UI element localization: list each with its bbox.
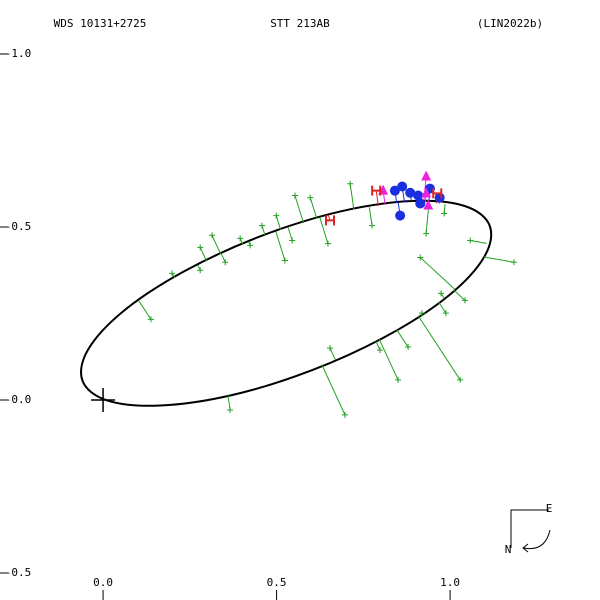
observation-plus: [438, 290, 445, 297]
residual-line: [438, 301, 447, 314]
observation-plus: [324, 240, 331, 247]
residual-line: [419, 257, 455, 290]
observation-plus: [209, 232, 216, 239]
observation-plus: [222, 259, 229, 266]
observation-plus: [417, 254, 424, 261]
residual-line: [199, 247, 207, 262]
compass-arrowhead: [522, 543, 529, 553]
y-tick-label: -0.0: [5, 393, 32, 406]
residual-line: [368, 207, 373, 226]
observation-plus: [237, 235, 244, 242]
residual-line: [329, 347, 336, 360]
residual-line: [375, 340, 381, 351]
observation-plus: [462, 297, 469, 304]
residual-line: [484, 256, 515, 263]
observation-plus: [273, 212, 280, 219]
observation-plus: [247, 242, 254, 249]
header-center: STT 213AB: [270, 17, 330, 30]
x-tick-label: 0.0: [93, 576, 113, 589]
observation-plus: [341, 411, 348, 418]
residual-line: [349, 183, 355, 210]
observation-triangle: [421, 187, 432, 198]
residual-line: [211, 235, 222, 255]
residual-line: [423, 176, 427, 203]
residual-line: [275, 215, 282, 231]
observation-plus: [347, 180, 354, 187]
observation-plus: [281, 257, 288, 264]
observation-plus: [441, 210, 448, 217]
x-tick-label: 0.5: [267, 576, 287, 589]
orbit: [80, 199, 493, 407]
compass-east: E: [546, 502, 553, 515]
observation-circle: [405, 187, 416, 198]
observation-plus: [291, 192, 298, 199]
observation-plus: [327, 345, 334, 352]
observation-plus: [369, 222, 376, 229]
residual-line: [396, 329, 409, 348]
observation-plus: [467, 237, 474, 244]
observation-plus: [395, 376, 402, 383]
compass-arms: [510, 509, 549, 548]
observation-h: [325, 215, 336, 226]
observation-plus: [307, 194, 314, 201]
observation-plus: [405, 344, 412, 351]
observation-plus: [418, 310, 425, 317]
y-tick-label: -0.5: [5, 220, 32, 233]
observation-triangle: [423, 199, 434, 210]
compass-north: N: [505, 543, 512, 556]
residual-line: [440, 293, 445, 299]
residual-line: [287, 227, 293, 241]
compass-arrow: [523, 529, 551, 550]
observation-circle: [413, 190, 424, 201]
observation-plus: [147, 316, 154, 323]
header-left: WDS 10131+2725: [54, 17, 147, 30]
observation-plus: [197, 244, 204, 251]
observation-plus: [169, 270, 176, 277]
observation-h: [432, 188, 443, 199]
observation-circle: [395, 210, 406, 221]
observation-plus: [197, 267, 204, 274]
residual-line: [294, 195, 304, 224]
header-right: (LIN2022b): [477, 17, 543, 30]
residual-line: [275, 231, 286, 261]
observation-plus: [457, 376, 464, 383]
x-tick-label: 1.0: [440, 576, 460, 589]
observation-circle: [397, 181, 408, 192]
observation-plus: [289, 237, 296, 244]
residual-line: [417, 315, 461, 381]
residual-line: [138, 300, 152, 320]
observation-plus: [259, 222, 266, 229]
observation-plus: [227, 407, 234, 414]
y-tick-label: -1.0: [5, 47, 32, 60]
residual-line: [321, 365, 346, 416]
observation-triangle: [421, 170, 432, 181]
residual-line: [309, 197, 318, 219]
residual-line: [319, 217, 329, 244]
compass: [510, 509, 551, 553]
observation-circle: [415, 198, 426, 209]
residual-line: [221, 253, 226, 263]
observation-plus: [376, 347, 383, 354]
observation-plus: [423, 230, 430, 237]
residual-line: [378, 339, 399, 381]
observation-plus: [442, 310, 449, 317]
observation-h: [371, 185, 382, 196]
residual-line: [453, 289, 466, 301]
residual-line: [375, 190, 379, 206]
y-tick-label: -0.5: [5, 566, 32, 579]
observation-plus: [510, 259, 517, 266]
observation-circle: [389, 185, 400, 196]
